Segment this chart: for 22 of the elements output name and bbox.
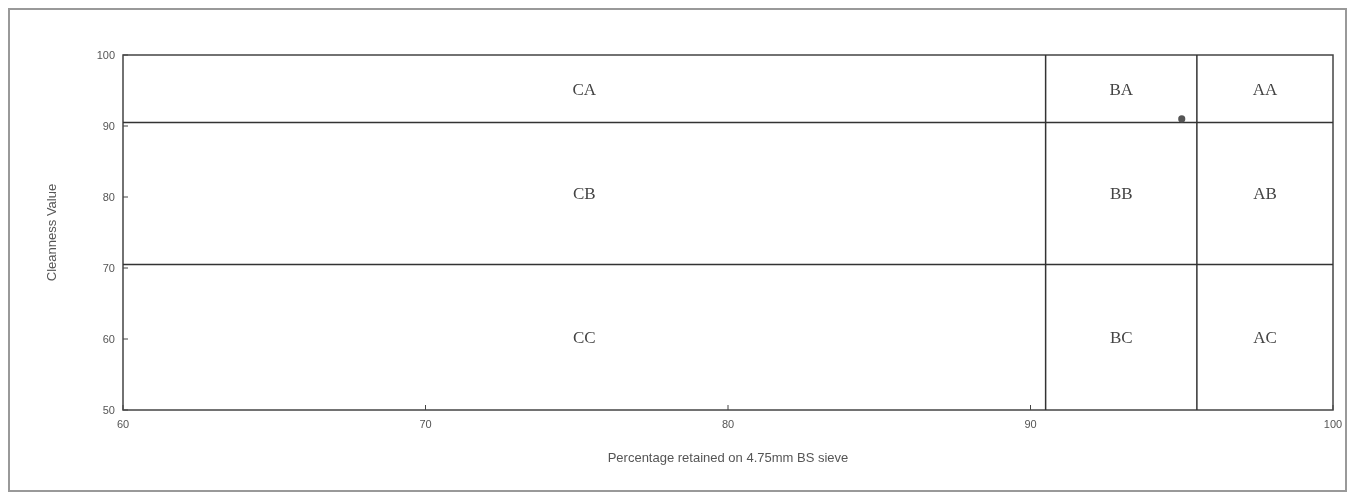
x-axis-title: Percentage retained on 4.75mm BS sieve [607, 450, 849, 465]
annotation: BA [1109, 79, 1134, 99]
annotation: CC [572, 328, 596, 348]
y-tick-label: 60 [102, 333, 115, 345]
y-tick-label: 80 [102, 191, 115, 203]
annotation: BB [1109, 184, 1133, 204]
annotation: AC [1253, 328, 1277, 348]
annotation: CB [572, 184, 596, 204]
y-tick-label: 100 [96, 49, 115, 61]
annotation: AA [1252, 79, 1278, 99]
y-tick-label: 70 [102, 262, 115, 274]
x-tick-label: 90 [1024, 418, 1037, 430]
x-tick-label: 70 [419, 418, 432, 430]
x-tick-label: 80 [721, 418, 735, 430]
x-tick-label: 100 [1323, 418, 1343, 430]
x-tick-label: 60 [116, 418, 130, 430]
y-tick-label: 90 [102, 120, 115, 132]
y-tick-label: 50 [102, 404, 115, 416]
annotation: AB [1253, 184, 1277, 204]
annotation: BC [1109, 328, 1133, 348]
annotation: CA [572, 79, 597, 99]
y-axis-title: Cleanness Value [44, 183, 59, 282]
